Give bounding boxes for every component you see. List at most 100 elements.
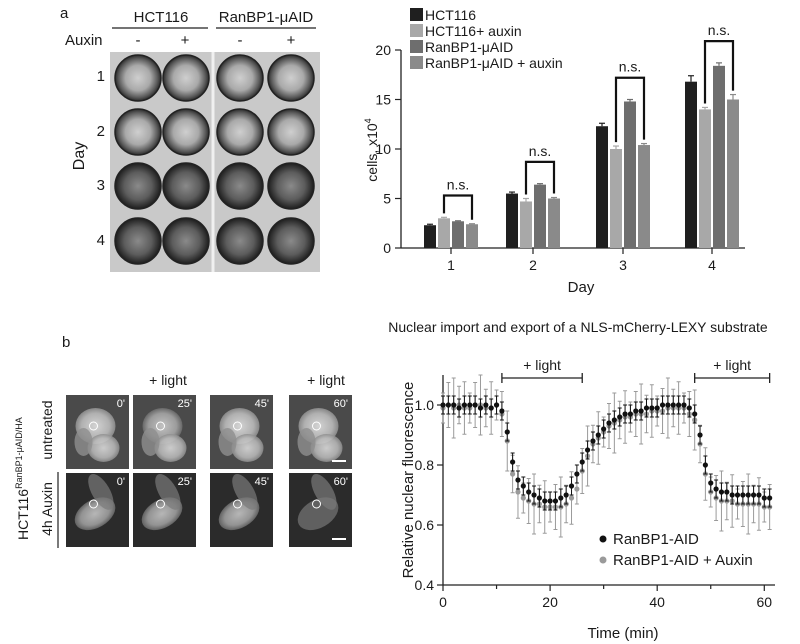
time-label: 0' [117,398,125,410]
bar [638,145,650,248]
significance-bracket [614,76,646,143]
auxin-sign-4: + [287,32,296,49]
plate-well [216,162,264,210]
data-point [467,402,473,408]
auxin-sign-2: + [181,32,190,49]
plate-well [162,108,210,156]
x-tick-label: 20 [542,594,558,610]
row-label-auxin: 4h Auxin [39,482,55,536]
data-point [542,498,548,504]
y-axis-label: Relative nuclear fluorescence [400,382,417,579]
data-point [718,489,725,495]
data-point [750,492,757,498]
auxin-sign-1: - [136,32,141,49]
bar [685,81,697,249]
data-point [552,498,559,504]
data-point [488,405,494,411]
legend-label: HCT116+ auxin [425,23,522,39]
plate-well [216,217,264,265]
day-row-label-3: 3 [97,177,105,194]
y-tick-label: 0.4 [415,577,435,593]
data-point [729,492,735,498]
data-point [692,411,698,417]
legend-swatch [410,24,423,37]
legend-label: RanBP1-AID [613,531,699,548]
data-point [445,402,451,408]
data-point [568,495,575,501]
plate-well [267,108,315,156]
auxin-sign-3: - [238,32,243,49]
data-point [563,492,569,498]
bar [452,221,464,248]
significance-label: n.s. [708,22,731,38]
data-point [579,459,585,465]
cell-body [297,428,316,456]
data-point [713,486,719,492]
time-label: 60' [334,398,348,410]
data-point [440,402,446,408]
legend-label: RanBP1-AID + Auxin [613,552,753,569]
bar [699,109,711,249]
row-label-untreated: untreated [39,400,55,459]
cell-body [311,473,337,510]
significance-label: n.s. [447,177,470,193]
time-label: 60' [334,476,348,488]
auxin-label: Auxin [65,32,103,49]
y-tick-label: 20 [375,42,391,58]
time-label: 0' [117,476,125,488]
data-point [526,489,532,495]
y-tick-label: 15 [375,92,391,108]
roi-circle [156,421,165,431]
roi-circle [312,421,321,431]
data-point [595,432,601,438]
data-point [515,489,521,495]
panel-a-label: a [60,5,69,22]
data-point [622,411,628,417]
legend-swatch [410,8,423,21]
legend-label: RanBP1-μAID + auxin [425,55,563,71]
data-point [611,417,617,423]
bar [520,201,532,248]
roi-circle [233,499,242,509]
data-point [499,408,505,414]
legend-swatch [410,40,423,53]
plate-well [162,54,210,102]
y-tick-label: 10 [375,141,391,157]
roi-circle [89,421,98,431]
x-axis-label: Day [568,279,595,296]
cell-line-superscript: RanBP1-μAID/HA [14,417,24,489]
data-point [745,492,751,498]
cell-body [154,434,187,462]
data-point [638,408,644,414]
micro-light-label-1: + light [149,372,187,388]
group1-label: HCT116 [134,9,189,26]
data-point [740,492,746,498]
cell-body [141,428,160,456]
panel-b-label: b [62,334,70,351]
data-point [708,480,714,486]
data-point [584,447,591,453]
data-point [633,408,639,414]
roi-circle [233,421,242,431]
y-tick-label: 0 [383,240,391,256]
data-point [601,426,607,432]
x-tick-label: 0 [439,594,447,610]
data-point [702,462,708,468]
light-period-label: + light [523,357,561,373]
legend-swatch [410,56,423,69]
plate-well [114,54,162,102]
cell-line-label: HCT116RanBP1-μAID/HA [14,417,31,540]
data-point [643,405,650,411]
x-tick-label: 4 [708,257,716,273]
significance-label: n.s. [619,59,642,75]
plate-well [162,162,210,210]
data-point [686,405,692,411]
plate-well [114,217,162,265]
day-row-label-2: 2 [97,123,105,140]
data-point [734,492,741,498]
data-point [590,438,596,444]
data-point [510,471,516,477]
data-point [568,483,575,489]
y-tick-label: 5 [383,191,391,207]
